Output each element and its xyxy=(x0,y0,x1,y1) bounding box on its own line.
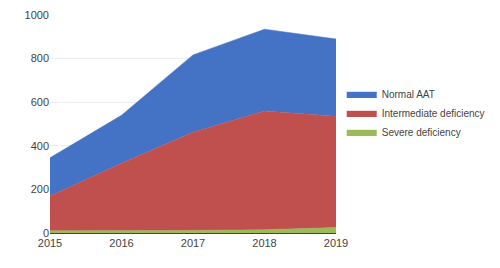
svg-text:0: 0 xyxy=(43,227,49,239)
svg-text:400: 400 xyxy=(31,140,49,152)
svg-text:2018: 2018 xyxy=(252,237,276,249)
svg-text:600: 600 xyxy=(31,96,49,108)
svg-text:Normal AAT: Normal AAT xyxy=(382,89,435,100)
svg-text:2019: 2019 xyxy=(324,237,348,249)
svg-text:1000: 1000 xyxy=(25,9,49,21)
svg-text:Intermediate deficiency: Intermediate deficiency xyxy=(382,108,485,119)
svg-text:800: 800 xyxy=(31,52,49,64)
svg-text:2015: 2015 xyxy=(38,237,62,249)
svg-text:2016: 2016 xyxy=(109,237,133,249)
svg-text:2017: 2017 xyxy=(181,237,205,249)
svg-text:200: 200 xyxy=(31,183,49,195)
svg-text:Severe deficiency: Severe deficiency xyxy=(382,127,461,138)
